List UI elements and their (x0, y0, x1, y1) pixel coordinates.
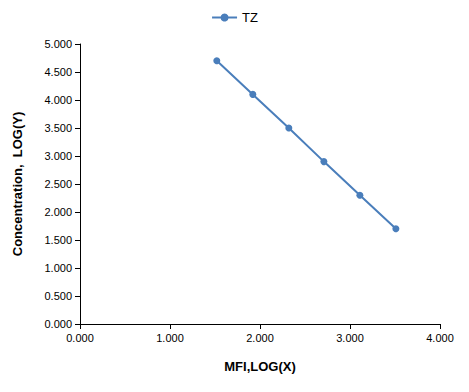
svg-text:MFI,LOG(X): MFI,LOG(X) (224, 359, 296, 374)
svg-text:Concentration, LOG(Y): Concentration, LOG(Y) (10, 112, 25, 256)
svg-text:1.000: 1.000 (44, 262, 72, 274)
svg-text:4.500: 4.500 (44, 66, 72, 78)
svg-text:3.000: 3.000 (44, 150, 72, 162)
svg-text:3.500: 3.500 (44, 122, 72, 134)
svg-text:2.000: 2.000 (246, 332, 274, 344)
svg-text:2.500: 2.500 (44, 178, 72, 190)
svg-text:3.000: 3.000 (336, 332, 364, 344)
svg-text:1.000: 1.000 (156, 332, 184, 344)
svg-text:4.000: 4.000 (44, 94, 72, 106)
svg-text:1.500: 1.500 (44, 234, 72, 246)
svg-text:0.500: 0.500 (44, 290, 72, 302)
svg-text:2.000: 2.000 (44, 206, 72, 218)
svg-text:TZ: TZ (242, 10, 258, 25)
svg-text:0.000: 0.000 (44, 318, 72, 330)
svg-text:0.000: 0.000 (66, 332, 94, 344)
svg-text:5.000: 5.000 (44, 38, 72, 50)
svg-text:4.000: 4.000 (426, 332, 454, 344)
